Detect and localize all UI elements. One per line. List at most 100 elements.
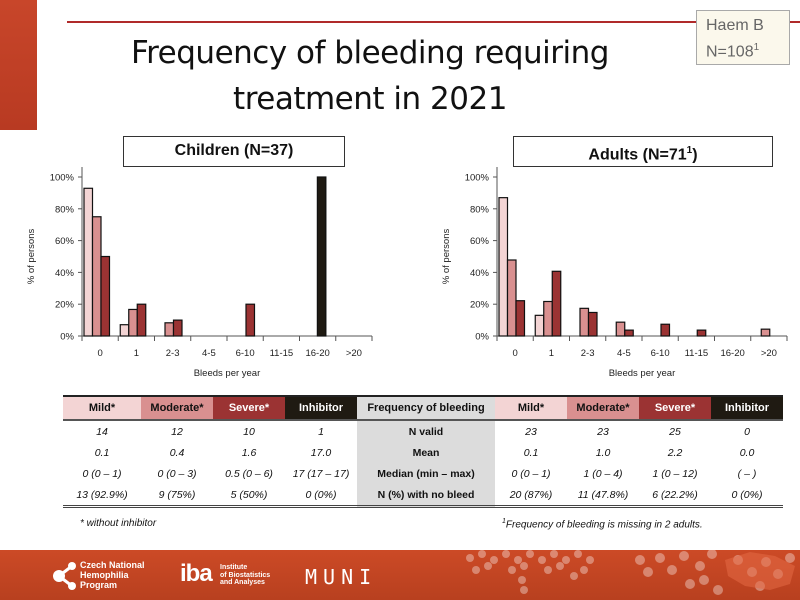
children-chart-title: Children (N=37) [123, 136, 345, 167]
bar-moderate [164, 322, 175, 337]
bleeding-stats-table: Mild* Moderate* Severe* Inhibitor Freque… [63, 395, 783, 508]
adults-cell: 23 [597, 425, 609, 438]
y-axis-label: % of persons [441, 229, 452, 285]
chp-line2: Hemophilia [80, 570, 129, 580]
y-axis-label: % of persons [26, 229, 37, 285]
x-axis-label: Bleeds per year [609, 368, 676, 379]
adults-cell: 11 (47.8%) [567, 484, 639, 508]
x-tick-label: 6-10 [651, 348, 670, 359]
y-tick-label: 100% [465, 173, 490, 184]
children-cell: 17.0 [310, 446, 332, 459]
page-title-line2: treatment in 2021 [233, 81, 507, 117]
y-tick-label: 20% [470, 300, 490, 311]
bar-severe [660, 323, 671, 337]
children-chart: 0% 20% 40% 60% 80% 100% 0 1 2-3 4-5 6-10 11-15 16-20… [26, 167, 373, 379]
adults-chart-title: Adults (N=711) [513, 136, 773, 167]
footnote-missing-sup: 1 [502, 518, 506, 525]
children-cell: 0 (0 – 3) [157, 467, 197, 480]
adults-cell: 20 (87%) [495, 484, 567, 508]
x-tick-label: 0 [512, 348, 517, 359]
children-cell: 1 [318, 425, 324, 438]
adults-cell: 1 (0 – 4) [583, 467, 623, 480]
adults-chart: 0% 20% 40% 60% 80% 100% 0 1 2-3 4-5 6-10 11-15 16-20… [441, 167, 788, 379]
x-tick-label: 16-20 [305, 348, 329, 359]
children-cell: 0.4 [169, 446, 185, 459]
children-mild-header: Mild* [63, 395, 141, 421]
cohort-badge-sup: 1 [753, 42, 760, 53]
x-tick-label: 16-20 [720, 348, 744, 359]
adults-chart-title-sup: 1 [686, 145, 693, 156]
table-row: 0 (0 – 1) 0 (0 – 3) 0.5 (0 – 6) 17 (17 – 17… [63, 463, 783, 484]
y-tick-label: 40% [55, 268, 75, 279]
children-chart-title-text: Children (N=37) [174, 142, 294, 159]
x-tick-label: >20 [346, 348, 362, 359]
table-row: 14 12 10 1 N valid 23 23 25 0 [63, 420, 783, 442]
children-cell: 9 (75%) [141, 484, 213, 508]
y-tick-label: 80% [470, 204, 490, 215]
adults-cell: 25 [669, 425, 681, 438]
table-header-row: Mild* Moderate* Severe* Inhibitor Freque… [63, 395, 783, 421]
page-title-line1: Frequency of bleeding requiring [131, 35, 609, 71]
bar-severe [551, 270, 562, 337]
table-row: 0.1 0.4 1.6 17.0 Mean 0.1 1.0 2.2 0.0 [63, 442, 783, 463]
adults-cell: 1.0 [595, 446, 611, 459]
bar-severe [587, 311, 598, 337]
bar-moderate [128, 308, 138, 337]
iba-logo-mark: iba [180, 560, 213, 587]
table-row: 13 (92.9%) 9 (75%) 5 (50%) 0 (0%) N (%) with… [63, 484, 783, 508]
bar-moderate [760, 328, 771, 337]
adults-cell: 23 [525, 425, 537, 438]
x-tick-label: 11-15 [270, 348, 294, 359]
y-tick-label: 80% [55, 204, 75, 215]
footnote-missing-text: Frequency of bleeding is missing in 2 ad… [505, 519, 703, 531]
footnote-without-inhibitor: * without inhibitor [80, 518, 157, 529]
bar-moderate [615, 321, 626, 337]
x-tick-label: 1 [134, 348, 139, 359]
row-label: Median (min – max) [357, 463, 495, 484]
adults-cell: ( – ) [737, 467, 757, 480]
frequency-header: Frequency of bleeding [357, 395, 495, 421]
chp-network-icon [53, 562, 76, 590]
children-cell: 13 (92.9%) [63, 484, 141, 508]
title-rule [67, 21, 800, 23]
bar-severe [696, 329, 707, 337]
y-tick-label: 40% [470, 268, 490, 279]
adults-cell: 0.1 [523, 446, 539, 459]
bar-moderate [506, 259, 517, 337]
x-tick-label: 2-3 [581, 348, 595, 359]
y-tick-label: 0% [60, 332, 74, 343]
bar-severe [624, 329, 634, 337]
row-label: Mean [357, 442, 495, 463]
footnote-missing: 1Frequency of bleeding is missing in 2 a… [502, 518, 703, 530]
children-cell: 0.1 [94, 446, 110, 459]
adults-chart-title-text: Adults (N=71 [588, 146, 687, 164]
adults-severe-header: Severe* [639, 395, 711, 421]
bar-inhibitor [316, 176, 327, 337]
muni-logo: MUNI [305, 565, 378, 589]
bar-moderate [91, 216, 102, 337]
cohort-badge-line2: N=1081 [706, 37, 789, 63]
bar-mild [83, 187, 94, 337]
x-tick-label: 2-3 [166, 348, 180, 359]
cohort-badge-n: N=108 [706, 43, 754, 61]
page-title: Frequency of bleeding requiring treatmen… [90, 30, 650, 122]
x-tick-label: 0 [97, 348, 102, 359]
bar-severe [515, 300, 526, 337]
adults-inhibitor-header: Inhibitor [711, 395, 783, 421]
bar-moderate [543, 300, 553, 337]
bar-severe [136, 303, 147, 337]
children-cell: 1.6 [241, 446, 257, 459]
row-label: N valid [357, 420, 495, 442]
children-cell: 17 (17 – 17) [292, 467, 350, 480]
children-cell: 12 [171, 425, 183, 438]
x-tick-label: 1 [549, 348, 554, 359]
x-axis-label: Bleeds per year [194, 368, 261, 379]
bar-mild [498, 197, 509, 337]
chp-line3: Program [80, 580, 118, 590]
y-tick-label: 20% [55, 300, 75, 311]
x-tick-label: 4-5 [617, 348, 631, 359]
cohort-badge: Haem B N=1081 [696, 10, 790, 65]
cohort-badge-line1: Haem B [706, 17, 764, 34]
x-tick-label: 6-10 [236, 348, 255, 359]
adults-mild-header: Mild* [495, 395, 567, 421]
